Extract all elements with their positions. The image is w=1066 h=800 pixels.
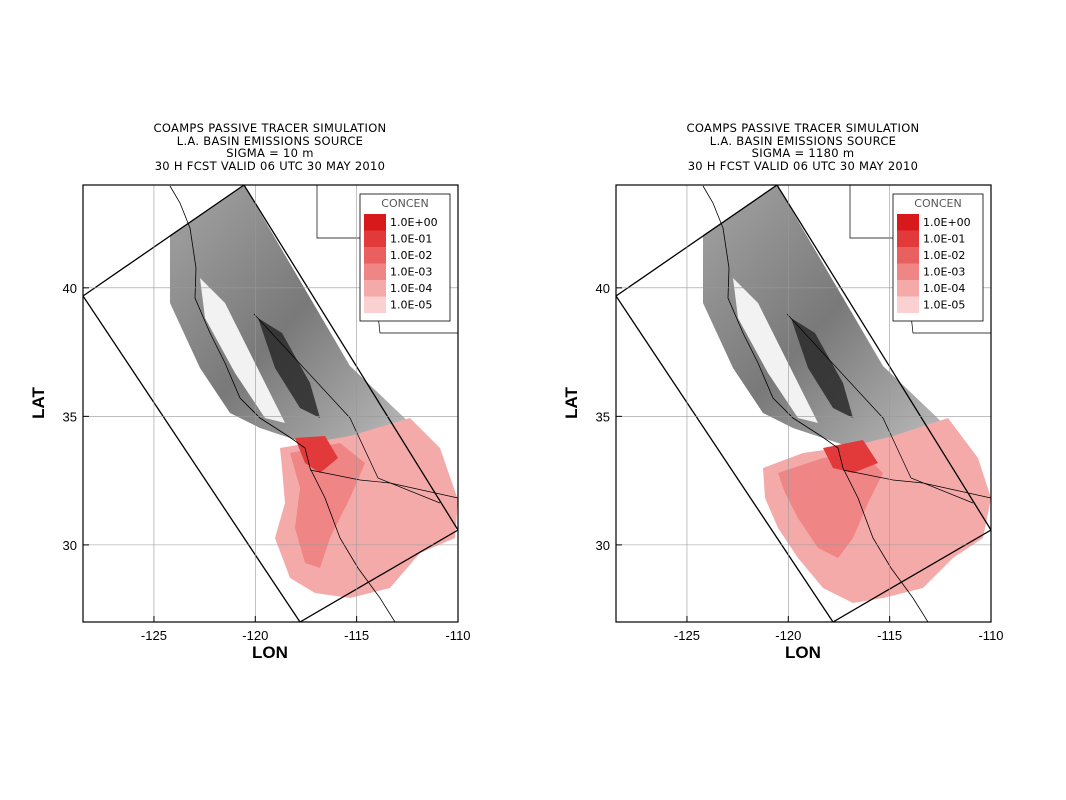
y-axis-title: LAT xyxy=(29,386,48,418)
x-axis-title: LON xyxy=(785,643,821,662)
state-border-mexico xyxy=(309,469,458,499)
legend-label: 1.0E+00 xyxy=(923,216,971,229)
central-valley-light xyxy=(200,278,285,423)
terrain-shading xyxy=(703,185,948,453)
title-line-3: SIGMA = 10 m xyxy=(226,146,314,160)
title-line-1: COAMPS PASSIVE TRACER SIMULATION xyxy=(686,121,920,135)
legend-label: 1.0E-02 xyxy=(923,249,965,262)
title-line-4: 30 H FCST VALID 06 UTC 30 MAY 2010 xyxy=(154,158,386,173)
coastline xyxy=(702,185,929,622)
central-valley-light xyxy=(733,278,818,423)
y-tick-label: 30 xyxy=(63,538,77,553)
legend: CONCEN 1.0E+00 1.0E-01 1.0E-02 1.0E-03 1.0E-0… xyxy=(359,193,451,322)
legend-label: 1.0E-01 xyxy=(390,233,432,246)
legend-title: CONCEN xyxy=(914,197,961,210)
legend-swatch xyxy=(897,263,919,280)
title-line-2: L.A. BASIN EMISSIONS SOURCE xyxy=(176,133,364,148)
tracer-plume-high xyxy=(823,440,878,473)
x-tick-label: -125 xyxy=(674,628,700,643)
y-tick-label: 35 xyxy=(596,409,610,424)
plot-frame xyxy=(615,184,992,623)
legend-swatch xyxy=(897,280,919,297)
state-border xyxy=(253,313,441,504)
x-tick-label: -120 xyxy=(775,628,801,643)
y-tick-label: 40 xyxy=(63,281,77,296)
legend-swatch xyxy=(364,280,386,297)
legend-label: 1.0E-01 xyxy=(923,233,965,246)
legend-label: 1.0E+00 xyxy=(390,216,438,229)
title-line-1: COAMPS PASSIVE TRACER SIMULATION xyxy=(153,121,387,135)
state-border-mexico xyxy=(842,469,991,499)
legend-swatch xyxy=(364,296,386,313)
legend-label: 1.0E-05 xyxy=(390,299,432,312)
legend-label: 1.0E-02 xyxy=(390,249,432,262)
panel-title: COAMPS PASSIVE TRACER SIMULATION L.A. BA… xyxy=(613,122,993,172)
legend-swatch xyxy=(897,230,919,247)
legend-label: 1.0E-04 xyxy=(390,282,432,295)
legend-label: 1.0E-05 xyxy=(923,299,965,312)
title-line-4: 30 H FCST VALID 06 UTC 30 MAY 2010 xyxy=(687,158,919,173)
sierra-dark-ridge xyxy=(258,318,320,418)
plot-frame xyxy=(82,184,459,623)
tracer-map: -125 -120 -115 -110 40 35 30 CONCEN 1.0E+00 1.0E… xyxy=(562,184,1004,662)
x-tick-label: -110 xyxy=(978,628,1003,643)
tracer-plume-high xyxy=(295,436,338,473)
tracer-map: -125 -120 -115 -110 40 35 30 CONCEN 1.0E+00 1.0E… xyxy=(29,184,471,662)
x-axis-title: LON xyxy=(252,643,288,662)
legend-label: 1.0E-04 xyxy=(923,282,965,295)
domain-boundary xyxy=(83,185,458,622)
x-tick-label: -120 xyxy=(242,628,268,643)
domain-boundary xyxy=(616,185,991,622)
map-panel-sigma-1180m: COAMPS PASSIVE TRACER SIMULATION L.A. BA… xyxy=(553,118,1004,678)
legend-swatch xyxy=(364,263,386,280)
y-tick-label: 35 xyxy=(63,409,77,424)
map-panel-sigma-10m: COAMPS PASSIVE TRACER SIMULATION L.A. BA… xyxy=(20,118,471,678)
legend-swatch xyxy=(897,214,919,231)
y-axis-title: LAT xyxy=(562,386,581,418)
legend-swatch xyxy=(897,296,919,313)
x-tick-label: -125 xyxy=(141,628,167,643)
legend-swatch xyxy=(364,230,386,247)
y-tick-label: 40 xyxy=(596,281,610,296)
legend-label: 1.0E-03 xyxy=(923,266,965,279)
coastline xyxy=(169,185,396,622)
legend-swatch xyxy=(364,214,386,231)
x-tick-label: -115 xyxy=(877,628,902,643)
legend: CONCEN 1.0E+00 1.0E-01 1.0E-02 1.0E-03 1.0E-0… xyxy=(892,193,984,322)
legend-swatch xyxy=(364,247,386,264)
axis-ticks: -125 -120 -115 -110 40 35 30 xyxy=(63,281,471,643)
tracer-plume-mid xyxy=(778,453,883,558)
sierra-dark-ridge xyxy=(791,318,853,418)
x-tick-label: -115 xyxy=(344,628,369,643)
x-tick-label: -110 xyxy=(445,628,470,643)
axis-ticks: -125 -120 -115 -110 40 35 30 xyxy=(596,281,1004,643)
state-border xyxy=(786,313,974,504)
panel-title: COAMPS PASSIVE TRACER SIMULATION L.A. BA… xyxy=(80,122,460,172)
title-line-3: SIGMA = 1180 m xyxy=(751,146,855,160)
terrain-shading xyxy=(170,185,415,453)
y-tick-label: 30 xyxy=(596,538,610,553)
title-line-2: L.A. BASIN EMISSIONS SOURCE xyxy=(709,133,897,148)
legend-title: CONCEN xyxy=(381,197,428,210)
legend-swatch xyxy=(897,247,919,264)
legend-label: 1.0E-03 xyxy=(390,266,432,279)
